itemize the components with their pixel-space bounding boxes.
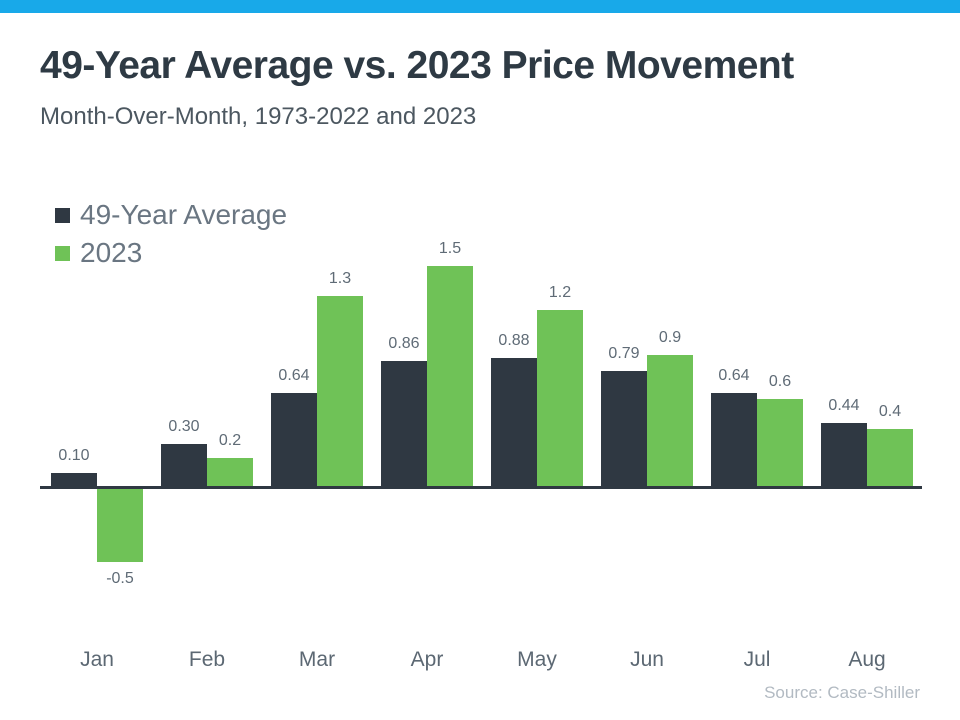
x-axis-label-jan: Jan [80,648,114,671]
bar-avg-apr [381,361,427,488]
top-accent-bar [0,0,960,13]
x-axis-line [40,486,922,489]
bar-value-label: 1.3 [328,270,352,287]
bar-value-label: 0.30 [168,418,200,435]
bar-2023-jun [647,355,693,488]
bar-value-label: 0.88 [498,332,530,349]
bar-2023-aug [867,429,913,488]
legend-item-2023: 2023 [55,234,287,272]
bar-2023-jan [97,488,143,562]
bar-avg-jan [51,473,97,488]
bar-value-label: 1.5 [438,240,462,257]
x-axis-label-jun: Jun [630,648,664,671]
bar-value-label: 0.2 [218,432,242,449]
bar-2023-apr [427,266,473,488]
legend-label-2023: 2023 [80,237,143,268]
bar-value-label: 0.64 [278,367,310,384]
bar-avg-mar [271,393,317,488]
bar-value-label: 0.44 [828,397,860,414]
bar-avg-jun [601,371,647,488]
bar-value-label: 0.10 [58,447,90,464]
bar-value-label: 0.86 [388,335,420,352]
legend-swatch-49-year-average [55,207,70,223]
bar-value-label: 0.79 [608,345,640,362]
bar-chart: 0.10 -0.5 Jan 0.30 0.2 Feb 0.64 1.3 Mar 0.86 1.5 Ap… [40,0,922,720]
bar-avg-jul [711,393,757,488]
legend-item-49-year-average: 49-Year Average [55,196,287,234]
x-axis-label-may: May [517,648,557,671]
bar-value-label: 0.4 [878,403,902,420]
bar-avg-aug [821,423,867,488]
bar-2023-may [537,310,583,488]
bar-value-label: 0.64 [718,367,750,384]
x-axis-label-feb: Feb [188,648,226,671]
bar-avg-may [491,358,537,488]
legend-label-49-year-average: 49-Year Average [80,199,288,230]
bar-2023-mar [317,296,363,488]
x-axis-label-jul: Jul [743,648,771,671]
bar-2023-feb [207,458,253,488]
x-axis-label-aug: Aug [848,648,886,671]
chart-legend: 49-Year Average 2023 [55,196,287,272]
bar-2023-jul [757,399,803,488]
legend-swatch-2023 [55,245,70,261]
bar-value-label: 1.2 [548,284,572,301]
bar-avg-feb [161,444,207,488]
bar-value-label: 0.9 [658,329,682,346]
source-attribution: Source: Case-Shiller [764,683,920,702]
x-axis-label-apr: Apr [410,648,444,671]
x-axis-label-mar: Mar [298,648,336,671]
page-title: 49-Year Average vs. 2023 Price Movement [40,44,794,87]
bar-value-label: 0.6 [768,373,792,390]
bar-value-label: -0.5 [106,570,134,587]
page-subtitle: Month-Over-Month, 1973-2022 and 2023 [40,103,477,130]
